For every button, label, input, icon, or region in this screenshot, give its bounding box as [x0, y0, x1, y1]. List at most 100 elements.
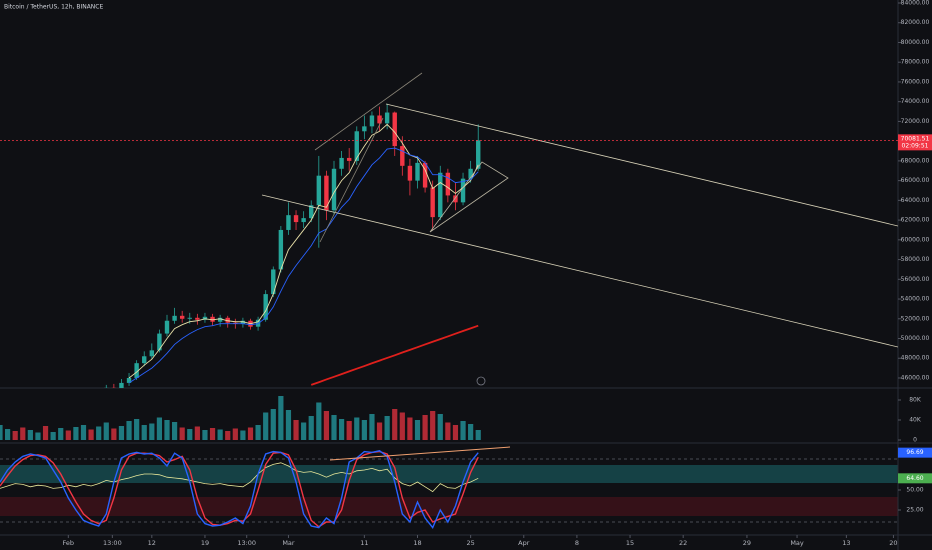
candle-body [119, 382, 124, 388]
candle-body [400, 146, 405, 166]
candle-body [202, 316, 208, 320]
volume-bar [278, 396, 284, 440]
candle-body [362, 126, 367, 132]
y-tick-label: 84000.00 [901, 0, 930, 6]
volume-bar [27, 430, 33, 440]
x-tick-label: 15 [626, 539, 634, 547]
volume-bar [134, 419, 140, 440]
candle-body [263, 294, 268, 320]
volume-bar [361, 420, 367, 440]
x-tick-label: Mar [282, 539, 295, 547]
candle-body [149, 350, 155, 357]
candle-body [346, 157, 352, 161]
volume-bar [35, 432, 41, 440]
upper-band [0, 465, 898, 483]
chart-title: Bitcoin / TetherUS, 12h, BINANCE [4, 4, 103, 11]
volume-bar [376, 422, 383, 440]
y-tick-label: 48000.00 [901, 355, 930, 362]
y-tick-label: 74000.00 [901, 98, 930, 105]
volume-bar [399, 412, 405, 440]
y-tick-label: 54000.00 [901, 296, 930, 303]
volume-bar [316, 402, 322, 440]
x-tick-label: Feb [63, 539, 75, 547]
candle-body [460, 178, 466, 203]
value-badge-label: 96.69 [906, 449, 923, 456]
y-tick-label: 40K [909, 417, 922, 424]
y-tick-label: 68000.00 [901, 157, 930, 164]
candle-body [392, 112, 397, 147]
y-tick-label: 56000.00 [901, 276, 930, 283]
y-tick-label: 25.00 [906, 507, 923, 514]
x-tick-label: 13:00 [237, 539, 256, 547]
candle-body [240, 320, 246, 324]
volume-bar [475, 430, 481, 440]
volume-bar [103, 422, 109, 440]
y-tick-label: 76000.00 [901, 78, 930, 85]
value-badge [898, 473, 932, 484]
candle-body [316, 175, 322, 206]
candle-body [278, 229, 284, 270]
volume-bar [88, 429, 94, 440]
candle-body [286, 215, 291, 230]
candle-body [157, 333, 162, 351]
volume-bar [194, 426, 200, 440]
volume-bar [225, 431, 231, 440]
oscillator-pane [0, 450, 479, 529]
volume-bar [209, 428, 216, 440]
indicator-line [128, 123, 479, 379]
candle-body [430, 187, 435, 218]
candle-body [210, 316, 215, 322]
candle-body [415, 162, 420, 181]
candle-body [195, 317, 200, 320]
volume-bar [96, 426, 102, 440]
candle-body [271, 269, 276, 295]
candle-body [217, 317, 223, 322]
volume-bar [255, 425, 261, 440]
volume-bar [0, 425, 3, 440]
price-pane [104, 103, 481, 388]
volume-bar [217, 429, 223, 440]
volume-bar [346, 421, 352, 440]
wedge [429, 161, 509, 233]
y-tick-label: 50000.00 [901, 335, 930, 342]
x-tick-label: 18 [413, 539, 421, 547]
volume-bar [4, 429, 11, 440]
candle-body [164, 320, 170, 334]
x-tick-label: 11 [360, 539, 368, 547]
drawings [261, 72, 898, 348]
volume-bar [430, 411, 436, 440]
x-tick-label: 20 [889, 539, 897, 547]
x-tick-label: 12 [148, 539, 156, 547]
candle-body [309, 205, 314, 219]
y-tick-label: 46000.00 [901, 374, 930, 381]
candle-body [293, 215, 299, 223]
volume-bar [20, 427, 26, 440]
countdown-label: 02:09:51 [902, 142, 929, 149]
candle-body [407, 165, 413, 181]
candle-body [111, 387, 117, 388]
candle-body [331, 168, 337, 211]
volume-bar [338, 419, 345, 440]
volume-bar [452, 425, 459, 440]
indicator-line [0, 450, 479, 529]
y-tick-label: 80K [909, 397, 922, 404]
candle-body [187, 317, 192, 319]
candle-body [225, 317, 230, 323]
candle-body [172, 315, 177, 321]
candle-body [301, 218, 306, 223]
value-badge-label: 64.60 [906, 475, 923, 482]
volume-bar [460, 421, 466, 440]
volume-bar [50, 432, 56, 440]
volume-bar [422, 415, 428, 440]
volume-bar [468, 424, 474, 440]
volume-bar [285, 410, 292, 440]
indicator-line [128, 147, 479, 384]
candle-body [126, 377, 132, 383]
y-tick-label: 66000.00 [901, 177, 930, 184]
candle-body [134, 363, 139, 378]
volume-bar [240, 430, 246, 440]
candle-body [476, 140, 481, 169]
